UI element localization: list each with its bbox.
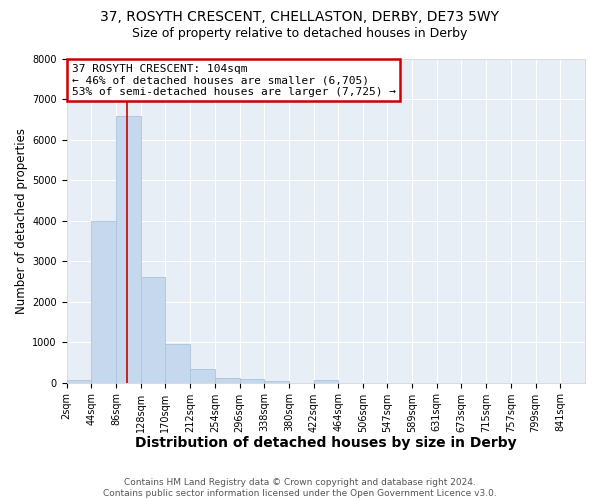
Text: Size of property relative to detached houses in Derby: Size of property relative to detached ho… [133, 28, 467, 40]
Bar [190, 370, 215, 382]
Text: Contains HM Land Registry data © Crown copyright and database right 2024.
Contai: Contains HM Land Registry data © Crown c… [103, 478, 497, 498]
Text: 37, ROSYTH CRESCENT, CHELLASTON, DERBY, DE73 5WY: 37, ROSYTH CRESCENT, CHELLASTON, DERBY, … [101, 10, 499, 24]
Bar [166, 344, 190, 383]
Y-axis label: Number of detached properties: Number of detached properties [15, 128, 28, 314]
X-axis label: Distribution of detached houses by size in Derby: Distribution of detached houses by size … [135, 436, 517, 450]
Bar [67, 380, 91, 382]
Bar [314, 380, 338, 382]
Bar [264, 380, 289, 382]
Bar [215, 378, 239, 382]
Bar [239, 378, 264, 382]
Bar [91, 221, 116, 382]
Bar [116, 116, 140, 382]
Bar [140, 278, 166, 382]
Text: 37 ROSYTH CRESCENT: 104sqm
← 46% of detached houses are smaller (6,705)
53% of s: 37 ROSYTH CRESCENT: 104sqm ← 46% of deta… [71, 64, 395, 97]
